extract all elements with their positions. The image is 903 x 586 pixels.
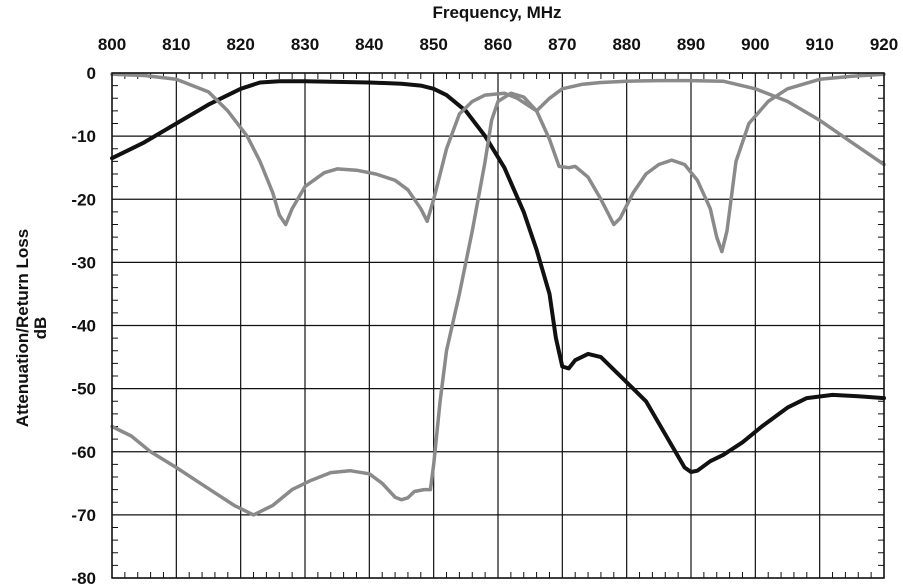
y-tick-label: -70	[71, 506, 96, 525]
y-tick-label: -30	[71, 253, 96, 272]
x-axis-title: Frequency, MHz	[432, 3, 561, 22]
x-tick-label: 860	[484, 35, 512, 54]
x-tick-label: 820	[226, 35, 254, 54]
series-line-1	[110, 79, 886, 474]
minor-ticks	[112, 73, 884, 578]
y-tick-label: -60	[71, 443, 96, 462]
y-axis-title-line-1: Attenuation/Return Loss	[13, 229, 32, 427]
series-line-2	[110, 72, 886, 517]
x-tick-label: 810	[162, 35, 190, 54]
y-tick-label: -50	[71, 380, 96, 399]
y-tick-labels: 0 -10 -20 -30 -40 -50 -60 -70 -80	[71, 64, 96, 586]
x-tick-label: 910	[805, 35, 833, 54]
y-tick-label: -20	[71, 190, 96, 209]
y-tick-label: -10	[71, 127, 96, 146]
y-tick-label: -40	[71, 317, 96, 336]
series-layer	[110, 72, 886, 517]
x-tick-label: 870	[548, 35, 576, 54]
series-line-3	[110, 72, 886, 227]
x-tick-labels: 800 810 820 830 840 850 860 870 880 890 900 910 920	[98, 35, 898, 54]
x-tick-label: 920	[870, 35, 898, 54]
x-tick-label: 880	[612, 35, 640, 54]
y-axis-title: Attenuation/Return Loss dB	[13, 229, 50, 427]
x-tick-label: 900	[741, 35, 769, 54]
x-tick-label: 890	[677, 35, 705, 54]
x-tick-label: 800	[98, 35, 126, 54]
y-tick-label: 0	[87, 64, 96, 83]
x-tick-label: 830	[291, 35, 319, 54]
plot-frame	[111, 72, 885, 579]
y-tick-label: -80	[71, 569, 96, 586]
y-axis-title-line-2: dB	[31, 317, 50, 340]
x-tick-label: 850	[419, 35, 447, 54]
x-tick-label: 840	[355, 35, 383, 54]
